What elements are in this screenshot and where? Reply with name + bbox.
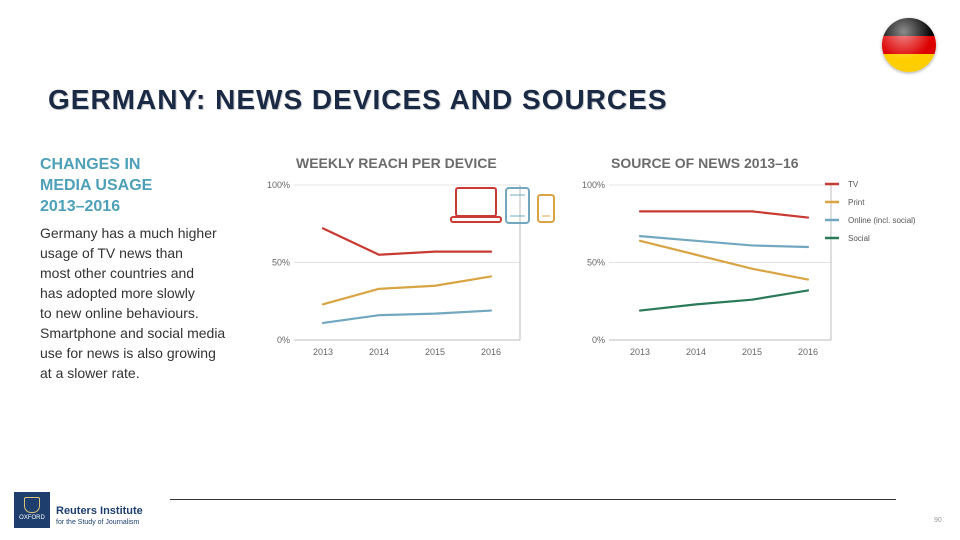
legend-label: Print	[848, 198, 865, 207]
logo-name: Reuters Institute	[56, 505, 143, 517]
x-tick-label: 2013	[313, 347, 333, 357]
chart-title: WEEKLY REACH PER DEVICE	[296, 155, 497, 171]
x-tick-label: 2014	[369, 347, 389, 357]
series-line	[321, 275, 493, 306]
series-line	[638, 239, 810, 281]
y-tick-label: 50%	[587, 258, 605, 268]
axis-layer: 0% 50% 100% 2013 2014 2015 2016	[582, 180, 818, 357]
footer-divider	[170, 499, 896, 500]
germany-flag-icon	[882, 18, 936, 72]
y-tick-label: 100%	[582, 180, 605, 190]
series-line	[638, 210, 810, 219]
oxford-crest-icon: OXFORD	[14, 492, 50, 528]
sidebar: CHANGES IN MEDIA USAGE 2013–2016 Germany…	[40, 154, 250, 383]
series-line	[638, 235, 810, 249]
series-line	[321, 227, 493, 256]
x-tick-label: 2016	[481, 347, 501, 357]
grid-layer	[294, 184, 521, 341]
sidebar-body: Germany has a much higher usage of TV ne…	[40, 225, 226, 381]
legend-label: Social	[848, 234, 870, 243]
grid-layer	[609, 184, 832, 341]
smartphone-icon	[537, 194, 555, 223]
crest-text: OXFORD	[19, 515, 45, 521]
page-number: 90	[934, 517, 942, 524]
sidebar-heading: CHANGES IN MEDIA USAGE 2013–2016	[40, 156, 153, 215]
y-tick-label: 0%	[592, 335, 605, 345]
y-tick-label: 100%	[267, 180, 290, 190]
y-tick-label: 50%	[272, 258, 290, 268]
tablet-icon	[505, 187, 530, 224]
series-line	[321, 309, 493, 325]
chart-legend: TV Print Online (incl. social) Social	[825, 180, 916, 243]
series-layer	[321, 227, 493, 325]
x-tick-label: 2014	[686, 347, 706, 357]
series-layer	[638, 210, 810, 312]
chart-weekly-reach-per-device: WEEKLY REACH PER DEVICE 0% 50% 100% 2013 201…	[258, 150, 558, 365]
chart-source-of-news: SOURCE OF NEWS 2013–16 0% 50% 100% 2013 2014…	[577, 150, 947, 365]
logo-subtitle: for the Study of Journalism	[56, 519, 140, 526]
device-icons	[450, 187, 555, 224]
chart-device-svg: WEEKLY REACH PER DEVICE 0% 50% 100% 2013 201…	[267, 155, 555, 357]
legend-label: Online (incl. social)	[848, 216, 916, 225]
chart-source-svg: SOURCE OF NEWS 2013–16 0% 50% 100% 2013 2014…	[582, 155, 916, 357]
x-tick-label: 2013	[630, 347, 650, 357]
x-tick-label: 2016	[798, 347, 818, 357]
x-tick-label: 2015	[742, 347, 762, 357]
y-tick-label: 0%	[277, 335, 290, 345]
page-title: GERMANY: NEWS DEVICES AND SOURCES	[48, 84, 668, 115]
chart-title: SOURCE OF NEWS 2013–16	[611, 155, 799, 171]
series-line	[638, 289, 810, 312]
axis-layer: 0% 50% 100% 2013 2014 2015 2016	[267, 180, 501, 357]
laptop-icon	[450, 187, 502, 223]
reuters-institute-logo: OXFORD Reuters Institute for the Study o…	[14, 492, 174, 532]
x-tick-label: 2015	[425, 347, 445, 357]
legend-label: TV	[848, 180, 859, 189]
